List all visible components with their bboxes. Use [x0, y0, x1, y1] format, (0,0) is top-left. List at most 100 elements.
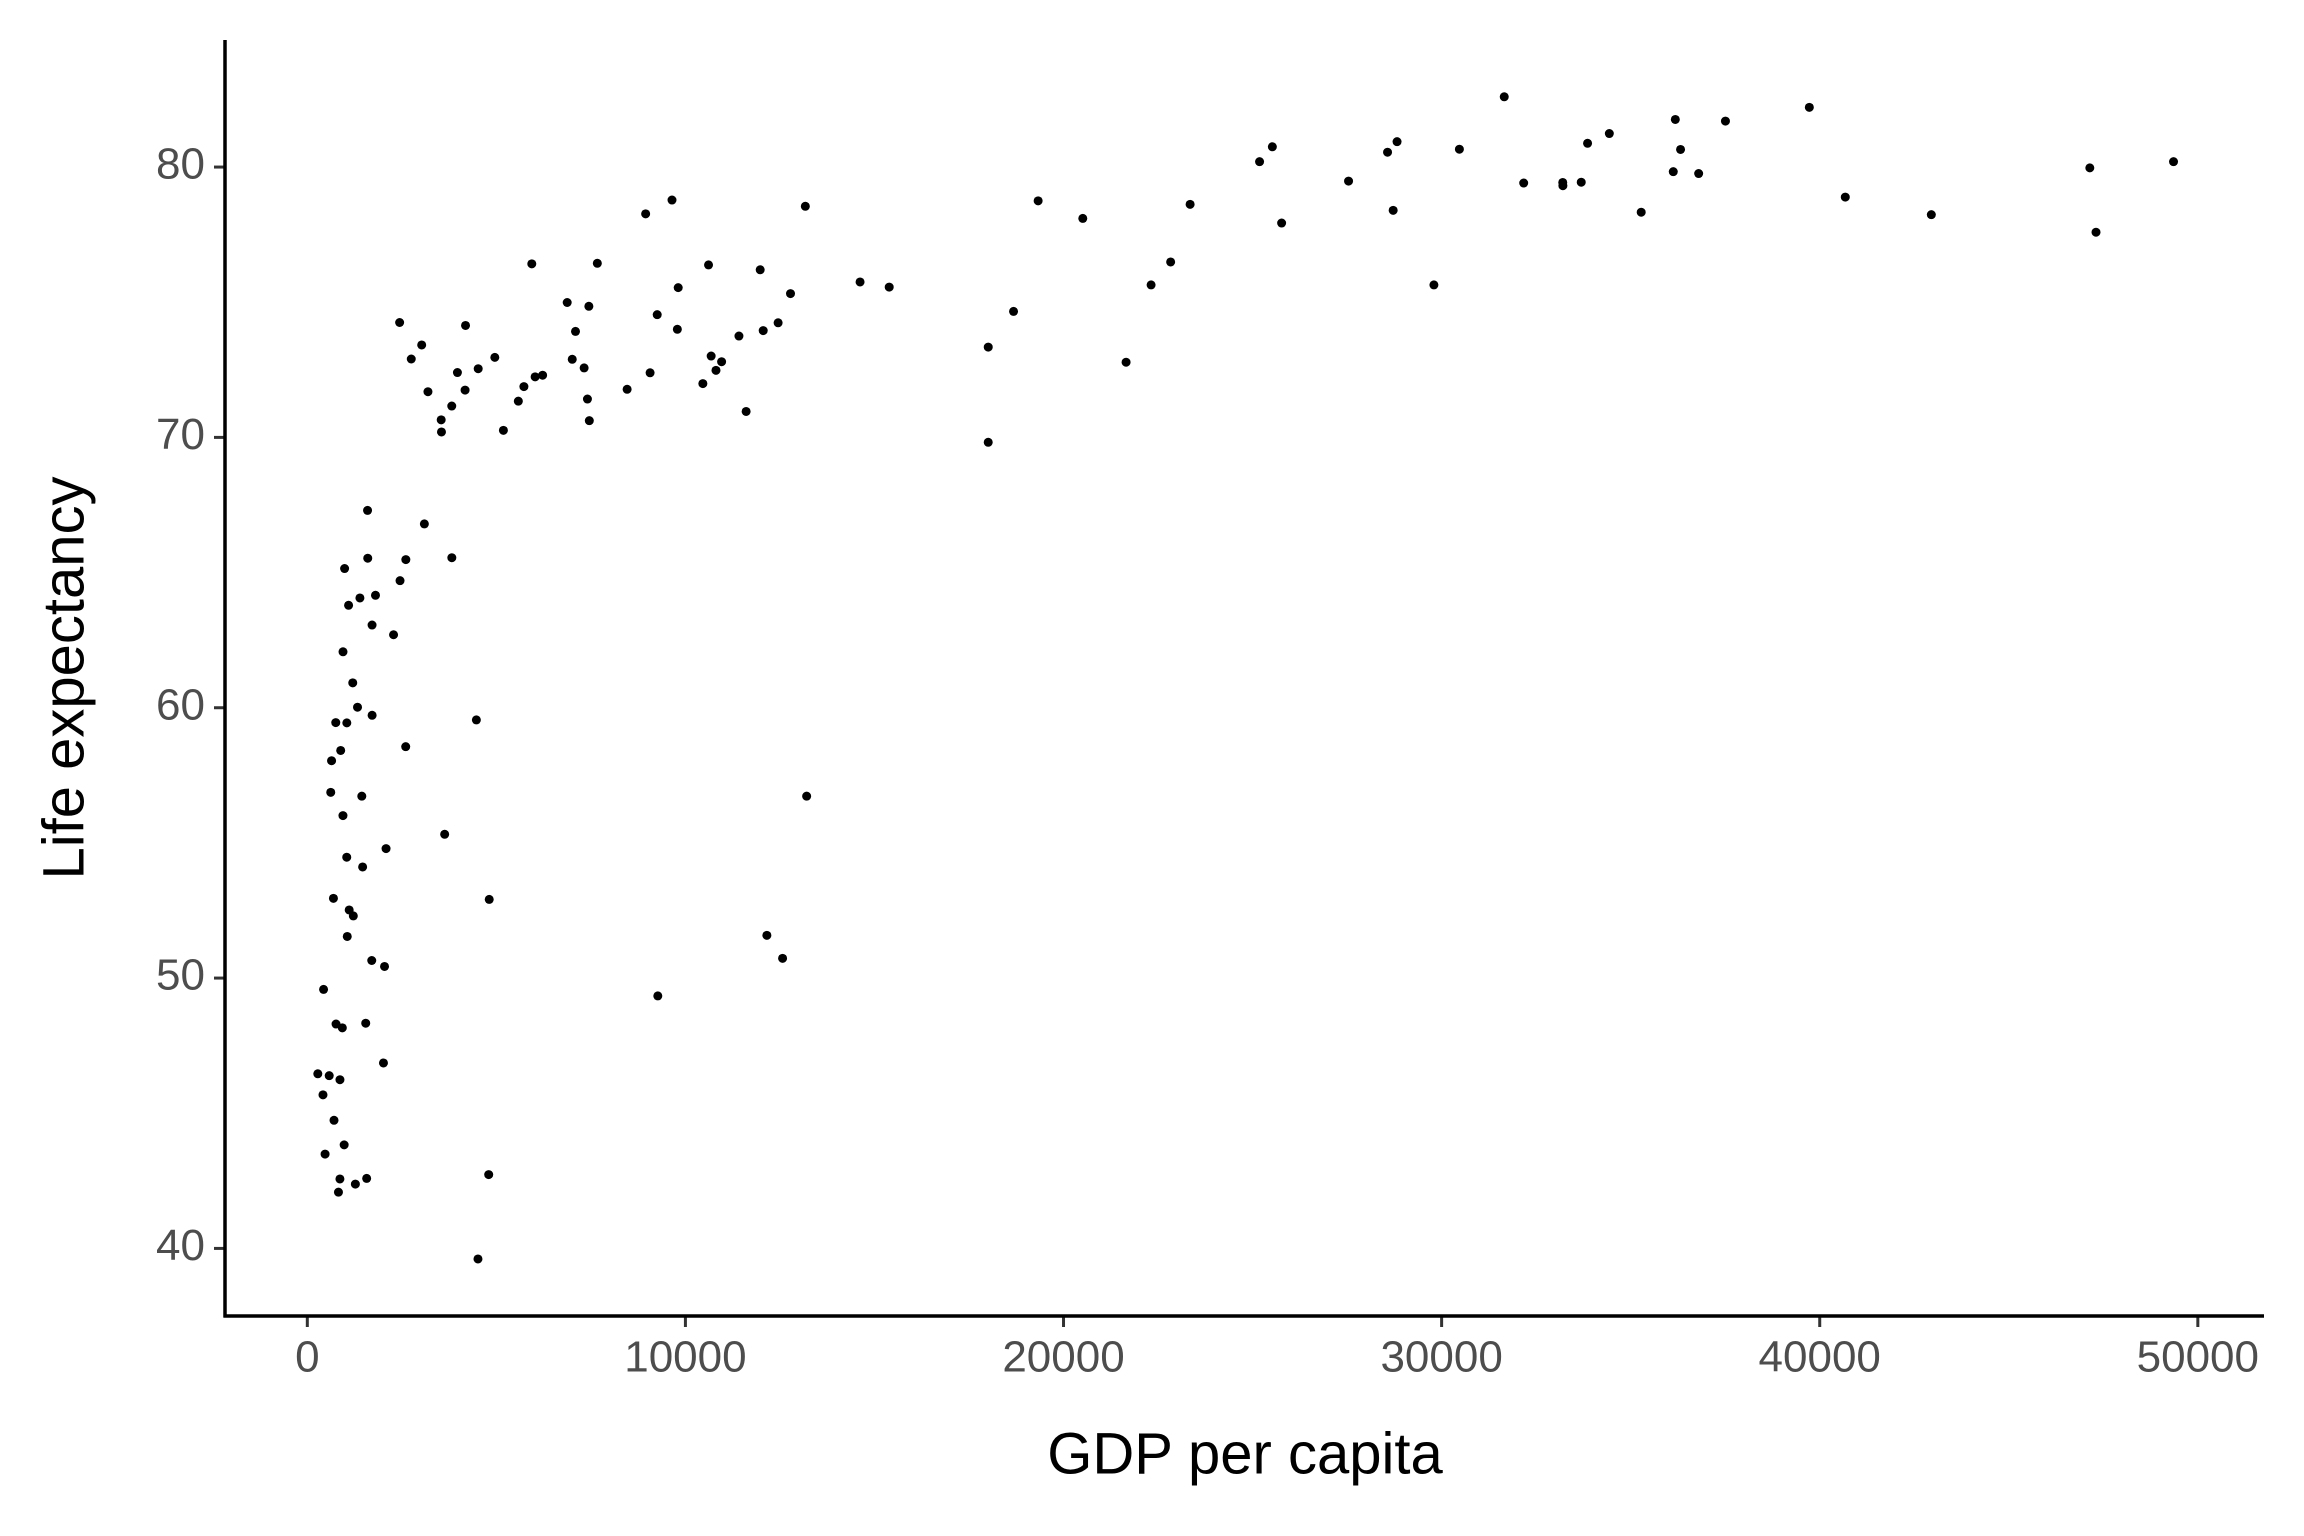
point	[1078, 213, 1088, 223]
point	[419, 519, 429, 529]
point	[363, 553, 373, 563]
x-tick-label: 20000	[1002, 1333, 1124, 1382]
point	[1185, 199, 1195, 209]
point	[1676, 144, 1686, 154]
point	[336, 745, 346, 755]
point	[1840, 192, 1850, 202]
point	[1694, 169, 1704, 179]
point	[1604, 129, 1614, 139]
point	[329, 1115, 339, 1125]
point	[884, 282, 894, 292]
point	[1344, 176, 1354, 186]
point	[673, 283, 683, 293]
point	[331, 718, 341, 728]
point	[355, 593, 365, 603]
point	[362, 1173, 372, 1183]
point	[1670, 114, 1680, 124]
point	[755, 265, 765, 275]
point	[320, 1149, 330, 1159]
point	[570, 326, 580, 336]
point	[983, 437, 993, 447]
point	[378, 1058, 388, 1068]
point	[1166, 257, 1176, 267]
point	[436, 427, 446, 437]
point	[2091, 227, 2101, 237]
point	[698, 379, 708, 389]
point	[361, 1018, 371, 1028]
point	[1454, 144, 1464, 154]
point	[337, 1023, 347, 1033]
point	[381, 844, 391, 854]
point	[706, 351, 716, 361]
point	[1255, 157, 1265, 167]
point	[461, 320, 471, 330]
point	[357, 791, 367, 801]
point	[401, 555, 411, 565]
point	[622, 384, 632, 394]
y-tick-label: 40	[156, 1221, 205, 1270]
point	[519, 382, 529, 392]
point	[318, 1090, 328, 1100]
y-tick-label: 60	[156, 680, 205, 729]
point	[741, 406, 751, 416]
point	[800, 201, 810, 211]
point	[326, 787, 336, 797]
point	[389, 630, 399, 640]
point	[452, 368, 462, 378]
point	[1383, 147, 1393, 157]
point	[417, 340, 427, 350]
point	[641, 209, 651, 219]
point	[436, 415, 446, 425]
point	[530, 372, 540, 382]
point	[592, 258, 602, 268]
point	[370, 590, 380, 600]
point	[340, 564, 350, 574]
point	[498, 425, 508, 435]
point	[1277, 218, 1287, 228]
point	[1720, 116, 1730, 126]
point	[855, 277, 865, 287]
point	[324, 1071, 334, 1081]
point	[406, 354, 416, 364]
x-tick-label: 0	[295, 1333, 319, 1382]
x-tick-label: 30000	[1380, 1333, 1502, 1382]
point	[490, 352, 500, 362]
point	[460, 385, 470, 395]
point	[367, 956, 377, 966]
point	[562, 297, 572, 307]
point	[353, 702, 363, 712]
point	[1121, 357, 1131, 367]
point	[645, 368, 655, 378]
point	[762, 930, 772, 940]
point	[342, 931, 352, 941]
point	[358, 862, 368, 872]
point	[319, 984, 329, 994]
point	[1804, 102, 1814, 112]
point	[484, 894, 494, 904]
point	[367, 710, 377, 720]
point	[1267, 142, 1277, 152]
point	[567, 354, 577, 364]
point	[363, 505, 373, 515]
point	[447, 401, 457, 411]
point	[527, 259, 537, 269]
point	[327, 756, 337, 766]
point	[1499, 92, 1509, 102]
point	[395, 318, 405, 328]
point	[734, 331, 744, 341]
y-axis-title: Life expectancy	[31, 476, 96, 879]
point	[1576, 177, 1586, 187]
point	[344, 600, 354, 610]
point	[473, 1254, 483, 1264]
point	[342, 852, 352, 862]
point	[717, 357, 727, 367]
point	[2169, 157, 2179, 167]
point	[471, 715, 481, 725]
point	[513, 396, 523, 406]
point	[333, 1187, 343, 1197]
point	[342, 718, 352, 728]
point	[1392, 137, 1402, 147]
point	[786, 289, 796, 299]
